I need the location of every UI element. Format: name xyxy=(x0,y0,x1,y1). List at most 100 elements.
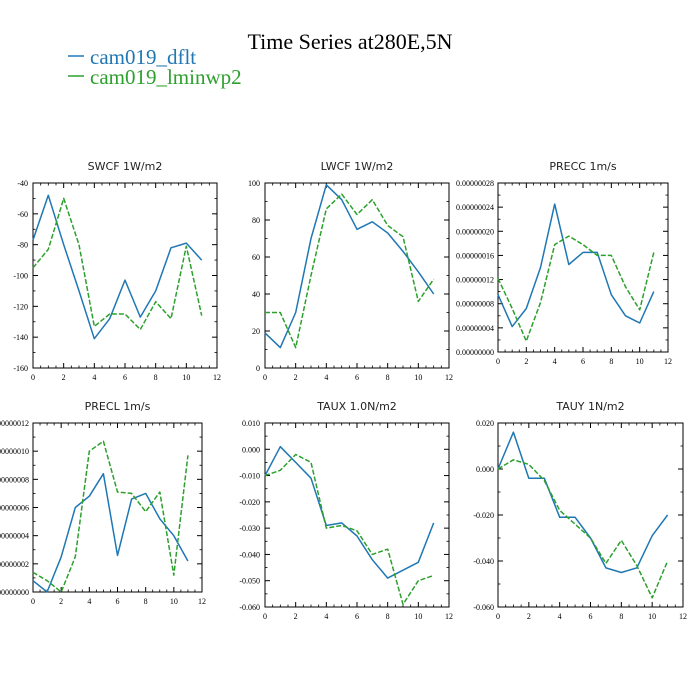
y-tick-label: -40 xyxy=(17,179,28,188)
y-tick-label: -60 xyxy=(17,210,28,219)
y-tick-label: 0.00000012 xyxy=(456,276,494,285)
legend-entry: cam019_dflt xyxy=(68,45,196,69)
chart-panel: LWCF 1W/m2 0 2 4 6 8 10 12 100 80 60 40 20 0 xyxy=(248,160,453,382)
y-tick-label: 0.000 xyxy=(476,465,494,474)
y-tick-label: 0.020 xyxy=(476,419,494,428)
x-tick-label: 10 xyxy=(636,357,644,366)
legend-entry: cam019_lminwp2 xyxy=(68,65,242,89)
x-tick-label: 2 xyxy=(524,357,528,366)
series-line-dflt xyxy=(264,184,435,349)
x-tick-label: 4 xyxy=(553,357,557,366)
y-tick-label: 100 xyxy=(248,179,260,188)
plot-frame xyxy=(32,422,203,593)
series-line-lminwp2 xyxy=(32,197,203,331)
legend-label: cam019_lminwp2 xyxy=(90,65,242,89)
x-tick-label: 8 xyxy=(144,597,148,606)
x-tick-label: 12 xyxy=(198,597,206,606)
y-tick-label: 0.00000012 xyxy=(0,419,29,428)
x-tick-label: 4 xyxy=(92,373,96,382)
x-tick-label: 12 xyxy=(679,612,687,621)
x-tick-label: 10 xyxy=(414,612,422,621)
y-tick-label: 40 xyxy=(252,290,260,299)
x-tick-label: 4 xyxy=(324,612,328,621)
x-tick-label: 12 xyxy=(664,357,672,366)
y-tick-label: 0.00000004 xyxy=(0,532,29,541)
y-tick-label: 0.00000020 xyxy=(456,227,494,236)
x-tick-label: 0 xyxy=(496,357,500,366)
y-tick-label: -160 xyxy=(13,364,28,373)
series-line-dflt xyxy=(32,472,189,593)
series-line-lminwp2 xyxy=(264,453,434,606)
y-tick-label: -100 xyxy=(13,272,28,281)
figure-title: Time Series at280E,5N xyxy=(247,29,452,54)
y-tick-label: -0.060 xyxy=(239,603,260,612)
x-tick-label: 2 xyxy=(62,373,66,382)
x-tick-label: 2 xyxy=(527,612,531,621)
y-tick-label: 0 xyxy=(256,364,260,373)
plot-frame xyxy=(497,422,684,608)
y-tick-label: 0.00000000 xyxy=(456,348,494,357)
chart-title: PRECL 1m/s xyxy=(85,400,151,413)
y-tick-label: -140 xyxy=(13,333,28,342)
x-tick-label: 12 xyxy=(213,373,221,382)
x-tick-label: 4 xyxy=(87,597,91,606)
x-tick-label: 2 xyxy=(294,612,298,621)
y-tick-label: -0.040 xyxy=(473,557,494,566)
y-tick-label: 0.000 xyxy=(242,445,260,454)
y-tick-label: 0.00000024 xyxy=(456,203,494,212)
x-tick-label: 0 xyxy=(263,373,267,382)
x-tick-label: 6 xyxy=(355,373,359,382)
legend-label: cam019_dflt xyxy=(90,45,196,69)
x-tick-label: 6 xyxy=(116,597,120,606)
x-tick-label: 4 xyxy=(558,612,562,621)
x-tick-label: 10 xyxy=(648,612,656,621)
y-tick-label: 0.00000016 xyxy=(456,251,494,260)
y-tick-label: -0.020 xyxy=(473,511,494,520)
chart-title: TAUX 1.0N/m2 xyxy=(316,400,397,413)
x-tick-label: 6 xyxy=(123,373,127,382)
panels: SWCF 1W/m2 0 2 4 6 8 10 12 -40 -60 -80 -100 -120 -140… xyxy=(0,160,687,621)
x-tick-label: 0 xyxy=(263,612,267,621)
x-tick-label: 2 xyxy=(59,597,63,606)
x-tick-label: 8 xyxy=(386,612,390,621)
chart-title: PRECC 1m/s xyxy=(549,160,617,173)
chart-panel: PRECC 1m/s 0 2 4 6 8 10 12 0.00000028 0.00000024 0… xyxy=(456,160,672,366)
chart-panel: TAUY 1N/m2 0 2 4 6 8 10 12 0.020 0.000 -0.020 -0.04… xyxy=(473,400,687,621)
x-tick-label: 4 xyxy=(324,373,328,382)
y-tick-label: 80 xyxy=(252,216,260,225)
series-line-dflt xyxy=(264,445,435,579)
y-tick-label: 0.00000002 xyxy=(0,560,29,569)
x-tick-label: 10 xyxy=(170,597,178,606)
y-tick-label: 0.00000008 xyxy=(0,475,29,484)
y-tick-label: 0.00000028 xyxy=(456,179,494,188)
y-tick-label: -0.040 xyxy=(239,550,260,559)
y-tick-label: 0.00000006 xyxy=(0,504,29,513)
y-tick-label: 0.00000008 xyxy=(456,300,494,309)
x-tick-label: 10 xyxy=(414,373,422,382)
x-tick-label: 0 xyxy=(31,597,35,606)
y-tick-label: -120 xyxy=(13,302,28,311)
y-tick-label: -0.030 xyxy=(239,524,260,533)
y-tick-label: 0.010 xyxy=(242,419,260,428)
series-line-dflt xyxy=(497,203,655,328)
y-tick-label: -0.050 xyxy=(239,577,260,586)
x-tick-label: 8 xyxy=(386,373,390,382)
x-tick-label: 0 xyxy=(31,373,35,382)
chart-panel: TAUX 1.0N/m2 0 2 4 6 8 10 12 0.010 0.000 -0.010 -0.… xyxy=(239,400,453,621)
y-tick-label: 0.00000004 xyxy=(456,324,494,333)
series-line-dflt xyxy=(497,431,669,574)
y-tick-label: 0.00000000 xyxy=(0,588,29,597)
x-tick-label: 6 xyxy=(355,612,359,621)
x-tick-label: 12 xyxy=(445,373,453,382)
chart-panel: PRECL 1m/s 0 2 4 6 8 10 12 0.00000012 0.00000010 0… xyxy=(0,400,206,606)
series-line-lminwp2 xyxy=(265,193,435,349)
y-tick-label: 60 xyxy=(252,253,260,262)
series-line-dflt xyxy=(32,194,203,340)
y-tick-label: -80 xyxy=(17,241,28,250)
series-line-lminwp2 xyxy=(497,235,655,342)
chart-panel: SWCF 1W/m2 0 2 4 6 8 10 12 -40 -60 -80 -100 -120 -140… xyxy=(13,160,221,382)
x-tick-label: 6 xyxy=(589,612,593,621)
series-line-lminwp2 xyxy=(32,440,189,593)
